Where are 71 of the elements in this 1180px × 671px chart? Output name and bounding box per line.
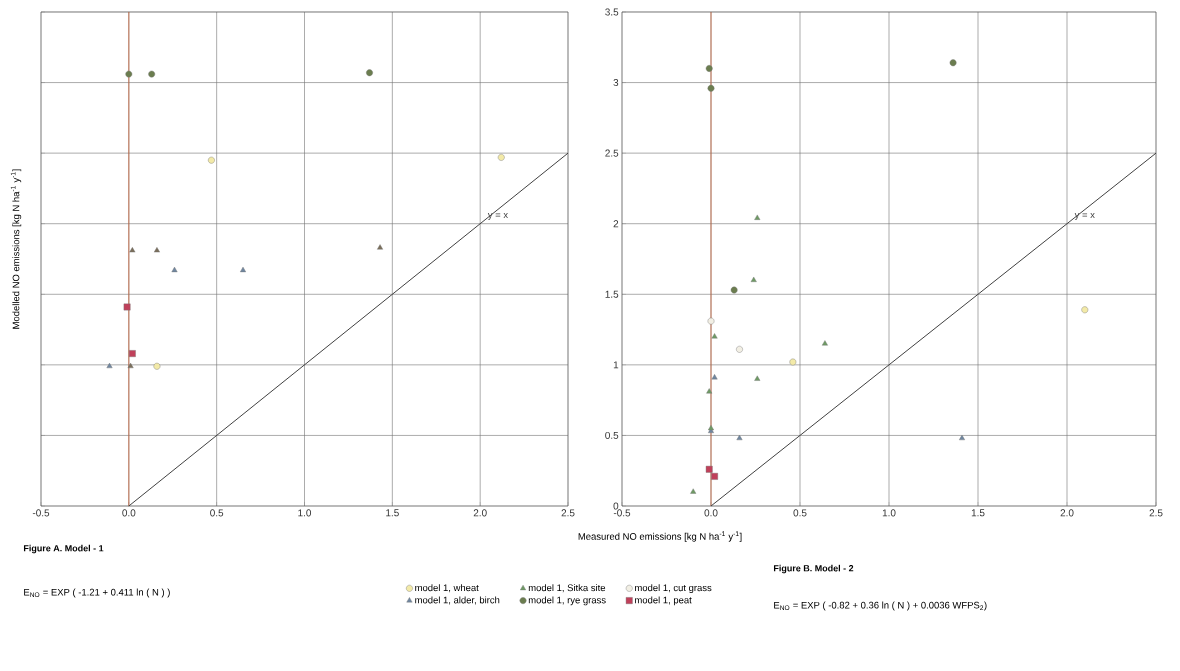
point xyxy=(129,247,136,253)
legend-label: model 1, peat xyxy=(635,596,692,606)
y-tick-label: 1 xyxy=(613,361,619,369)
point xyxy=(705,465,713,473)
x-tick-label: 0.5 xyxy=(210,509,224,517)
point xyxy=(127,362,134,369)
point xyxy=(148,70,156,78)
y-tick-label: 1.5 xyxy=(605,290,619,298)
point xyxy=(754,214,761,220)
point xyxy=(730,286,738,294)
point xyxy=(240,266,246,273)
y-tick-label: 3 xyxy=(613,79,619,87)
legend-label: model 1, cut grass xyxy=(635,584,712,594)
legend-label: model 1, Sitka site xyxy=(528,584,606,593)
point xyxy=(959,434,965,441)
point xyxy=(707,317,715,325)
point xyxy=(128,350,136,357)
point xyxy=(377,244,383,250)
point xyxy=(123,303,131,311)
point xyxy=(754,375,761,381)
x-tick-label: 0.5 xyxy=(793,509,807,517)
y-axis-title: Modelled NO emissions [kg N ha$^{-1}$ y$^{-1}$] xyxy=(10,169,22,329)
y-tick-label: 3.5 xyxy=(605,8,619,16)
x-tick-label: 0.0 xyxy=(122,509,136,517)
point xyxy=(106,362,113,369)
point xyxy=(821,340,828,346)
text: Figure B. Model - 2 xyxy=(773,564,854,574)
legend-label: model 1, alder, birch xyxy=(415,596,500,605)
point xyxy=(711,472,718,480)
point xyxy=(497,153,505,161)
x-tick-label: -0.5 xyxy=(613,509,631,517)
x-tick-label: -0.5 xyxy=(32,509,50,517)
text: Figure A. Model - 1 xyxy=(23,544,104,554)
point xyxy=(705,65,713,72)
x-tick-label: 1.5 xyxy=(386,509,399,517)
point xyxy=(711,374,718,380)
x-tick-label: 2.0 xyxy=(473,509,487,517)
point xyxy=(706,388,713,394)
point xyxy=(949,59,957,67)
point xyxy=(736,434,743,441)
legend-label: model 1, rye grass xyxy=(528,596,606,606)
text: E$_{NO}$ = EXP ( -1.21 + 0.411 ln ( N ) ) xyxy=(24,588,170,598)
point xyxy=(125,70,133,78)
x-tick-label: 1.0 xyxy=(882,509,896,517)
point xyxy=(208,156,215,164)
y-tick-label: 0.5 xyxy=(605,431,619,439)
x-tick-label: 1.5 xyxy=(971,509,985,517)
point xyxy=(711,333,718,339)
point xyxy=(171,266,178,273)
point xyxy=(1081,306,1089,314)
point xyxy=(707,84,715,92)
y-tick-label: 0 xyxy=(613,502,619,510)
x-tick-label: 2.0 xyxy=(1060,509,1074,517)
point xyxy=(750,276,757,282)
x-tick-label: 2.5 xyxy=(1149,509,1163,517)
series-label: y = x xyxy=(487,213,508,221)
text: E$_{NO}$ = EXP ( -0.82 + 0.36 ln ( N ) + 0.0036 WFPS$_{2}$) xyxy=(774,601,987,611)
point xyxy=(789,358,797,366)
y-tick-label: 2 xyxy=(613,220,619,228)
x-axis-title: Measured NO emissions [kg N ha$^{-1}$ y$^{-1}$] xyxy=(578,531,742,542)
point xyxy=(690,488,697,494)
point xyxy=(366,69,373,77)
point xyxy=(153,247,160,253)
point xyxy=(153,362,161,370)
x-tick-label: 2.5 xyxy=(561,509,575,517)
series-label: y = x xyxy=(1074,213,1095,221)
legend-label: model 1, wheat xyxy=(415,584,479,593)
x-tick-label: 1.0 xyxy=(298,509,312,517)
x-tick-label: 0.0 xyxy=(704,509,718,517)
point xyxy=(736,345,743,353)
y-tick-label: 2.5 xyxy=(605,149,619,157)
